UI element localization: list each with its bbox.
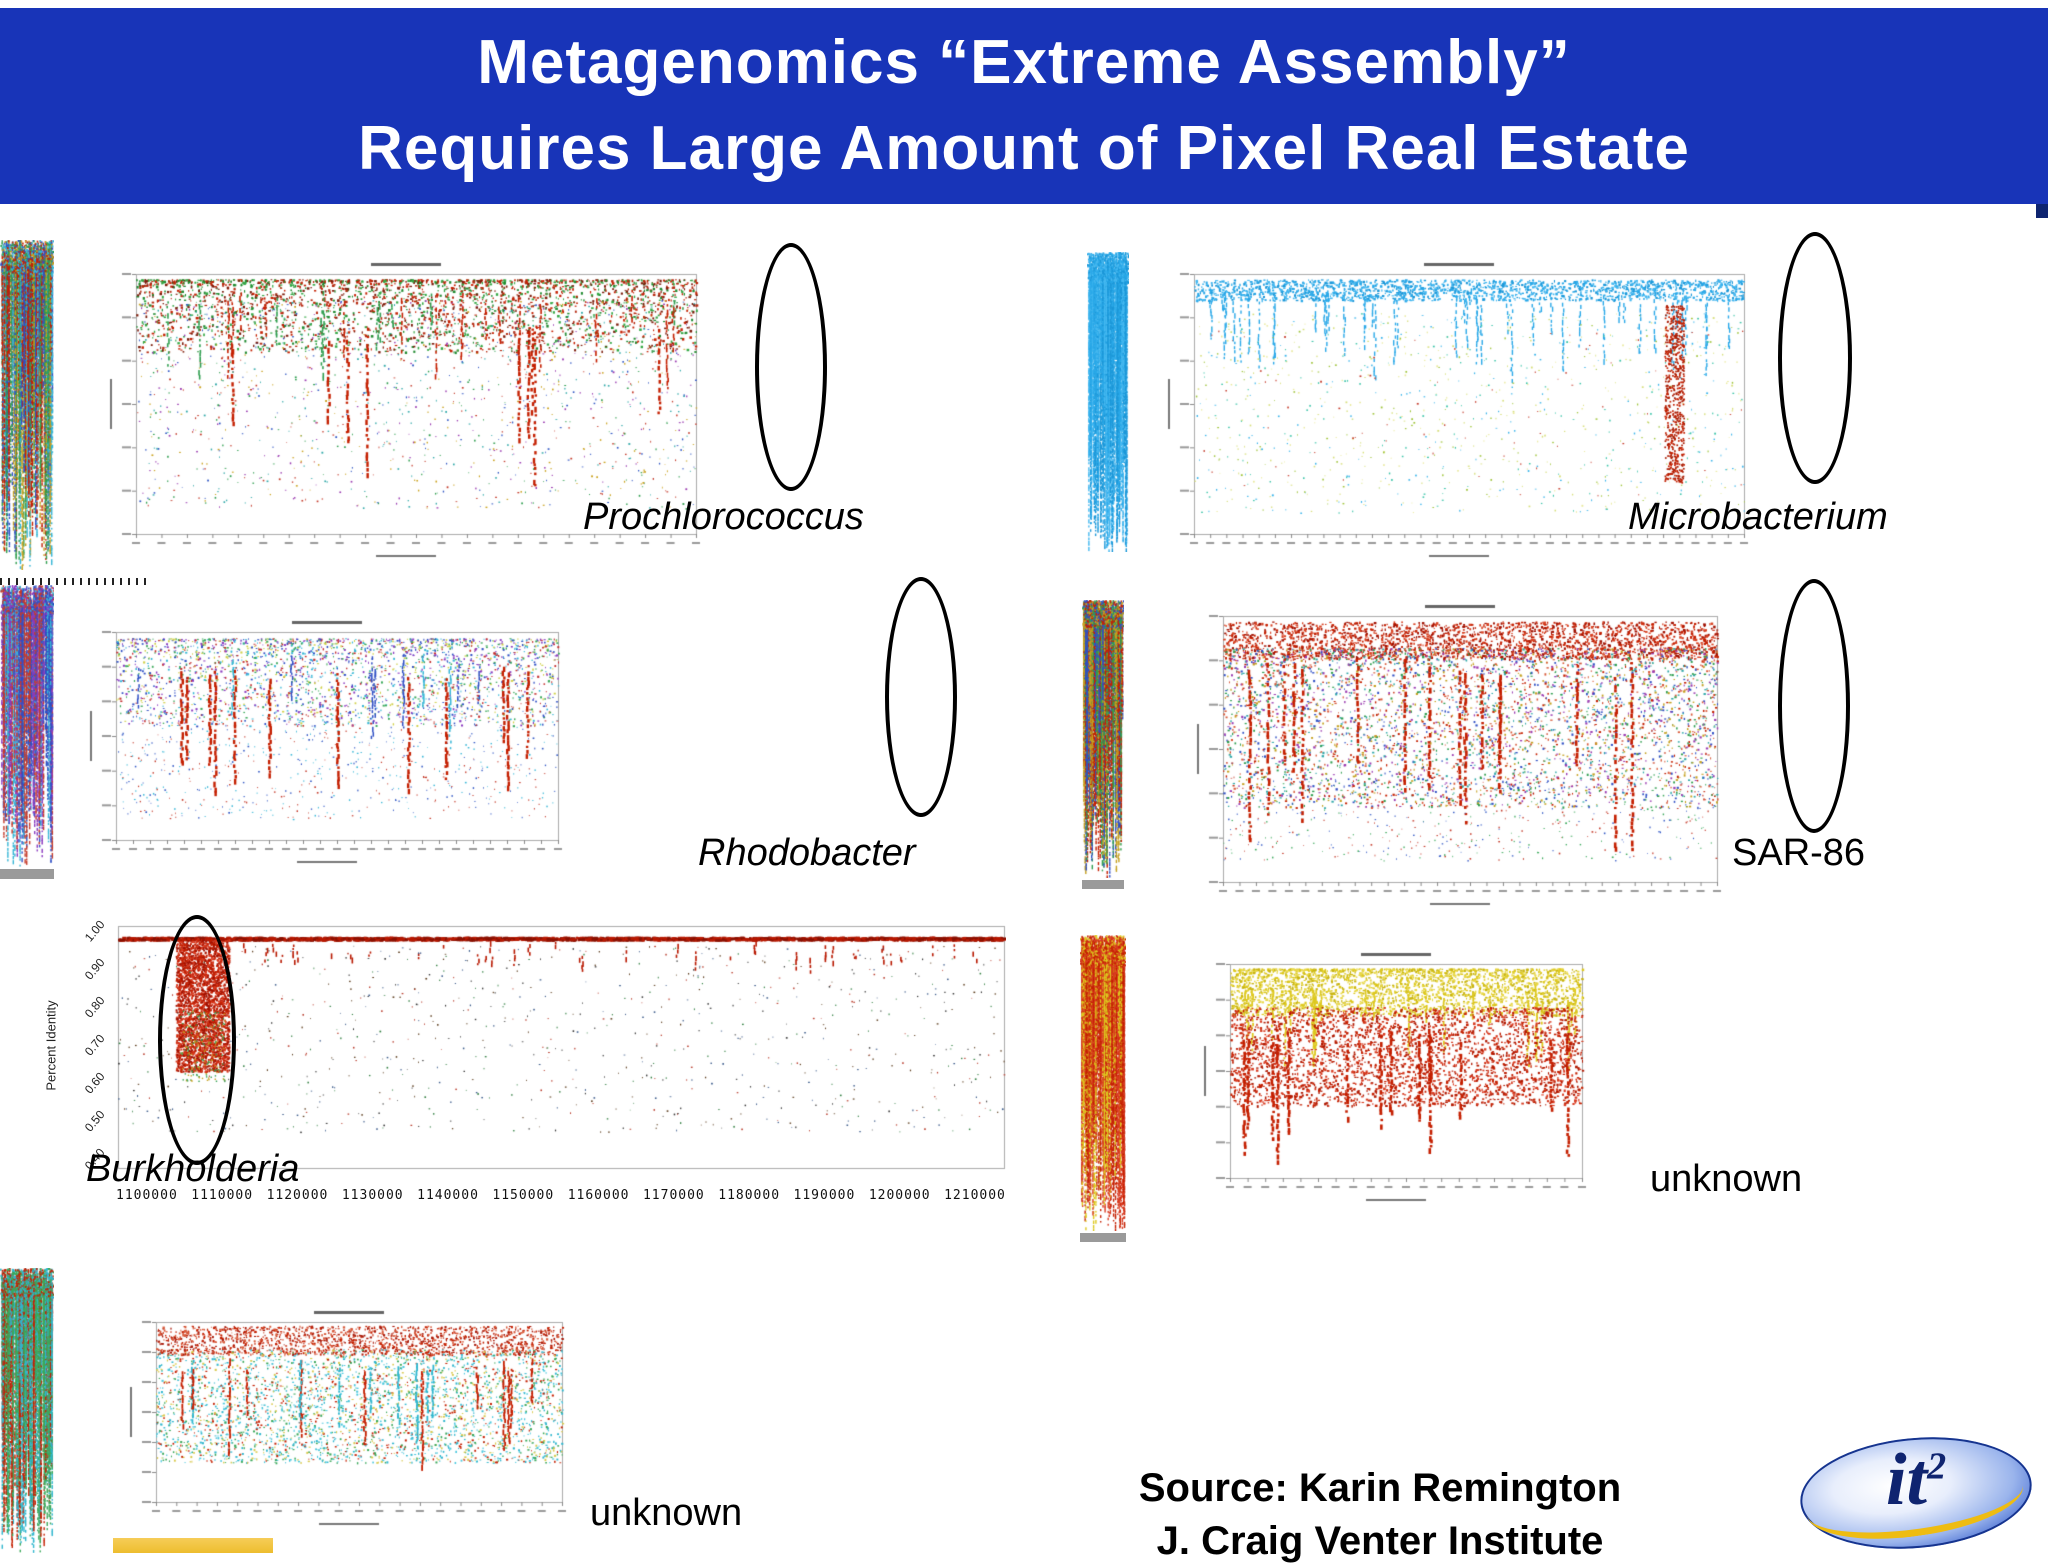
strip-end-bar bbox=[1082, 880, 1124, 889]
strip-end-bar bbox=[1080, 1233, 1126, 1242]
x-tick-label: 1110000 bbox=[191, 1188, 254, 1203]
logo-text: it2 bbox=[1800, 1438, 2032, 1523]
annotation-ellipse-rhodobacter bbox=[885, 577, 957, 817]
genome-strip-rhodobacter bbox=[0, 585, 54, 867]
scatter-plot-prochlorococcus bbox=[106, 258, 706, 560]
label-burkholderia: Burkholderia bbox=[86, 1148, 300, 1190]
source-line1: Source: Karin Remington bbox=[1138, 1466, 1622, 1510]
genome-strip-unknown-right bbox=[1080, 935, 1126, 1231]
label-sar86: SAR-86 bbox=[1732, 832, 1866, 874]
tick-ruler bbox=[0, 578, 150, 585]
highlight-bar bbox=[113, 1538, 273, 1553]
x-tick-label: 1210000 bbox=[944, 1188, 1006, 1203]
x-tick-label: 1130000 bbox=[341, 1188, 404, 1203]
y-tick-label: 0.60 bbox=[81, 1069, 108, 1097]
y-tick-label: 1.00 bbox=[81, 917, 108, 945]
label-prochlorococcus: Prochlorococcus bbox=[583, 496, 864, 538]
annotation-ellipse-microbacterium bbox=[1778, 232, 1852, 484]
annotation-ellipse-prochlorococcus bbox=[755, 243, 827, 491]
strip-end-bar bbox=[0, 869, 54, 879]
genome-strip-microbacterium bbox=[1087, 252, 1129, 552]
source-line2: J. Craig Venter Institute bbox=[1156, 1518, 1604, 1563]
scatter-plot-burkholderia bbox=[116, 924, 1006, 1170]
scatter-plot-unknown-bottom bbox=[126, 1306, 572, 1528]
label-microbacterium: Microbacterium bbox=[1628, 496, 1888, 538]
banner-accent bbox=[2036, 204, 2048, 218]
y-tick-label: 0.90 bbox=[81, 955, 108, 983]
x-tick-label: 1200000 bbox=[868, 1188, 931, 1203]
y-tick-label: 0.50 bbox=[81, 1107, 108, 1135]
genome-strip-unknown-bottom bbox=[0, 1268, 54, 1553]
x-tick-label: 1180000 bbox=[718, 1188, 781, 1203]
genome-strip-prochlorococcus bbox=[0, 240, 54, 570]
x-tick-label: 1170000 bbox=[642, 1188, 705, 1203]
y-tick-label: 0.70 bbox=[81, 1031, 108, 1059]
scatter-plot-sar86 bbox=[1193, 600, 1727, 908]
annotation-ellipse-sar86 bbox=[1778, 579, 1850, 833]
burkholderia-yticks: 1.00 0.90 0.80 0.70 0.60 0.50 0.40 bbox=[64, 918, 110, 1173]
it2-logo: it2 bbox=[1795, 1428, 2037, 1558]
logo-it: it bbox=[1885, 1439, 1928, 1521]
x-tick-label: 1190000 bbox=[793, 1188, 856, 1203]
scatter-plot-microbacterium bbox=[1164, 258, 1754, 560]
annotation-ellipse-burkholderia bbox=[158, 915, 236, 1165]
x-tick-label: 1160000 bbox=[567, 1188, 630, 1203]
scatter-plot-unknown-right bbox=[1200, 948, 1592, 1204]
x-tick-label: 1120000 bbox=[266, 1188, 329, 1203]
slide-title-line1: Metagenomics “Extreme Assembly” bbox=[477, 28, 1571, 97]
y-axis-label: Percent Identity bbox=[43, 1000, 59, 1091]
y-tick-label: 0.80 bbox=[81, 993, 108, 1021]
logo-superscript: 2 bbox=[1927, 1445, 1947, 1488]
slide-title-line2: Requires Large Amount of Pixel Real Esta… bbox=[358, 113, 1690, 183]
title-banner: Metagenomics “Extreme Assembly” Requires… bbox=[0, 8, 2048, 204]
label-unknown-right: unknown bbox=[1650, 1158, 1803, 1200]
x-tick-label: 1100000 bbox=[116, 1188, 178, 1203]
x-tick-label: 1150000 bbox=[492, 1188, 555, 1203]
label-unknown-bottom: unknown bbox=[590, 1492, 743, 1534]
source-credit: Source: Karin Remington J. Craig Venter … bbox=[1080, 1462, 1680, 1568]
label-rhodobacter: Rhodobacter bbox=[698, 832, 916, 874]
x-tick-label: 1140000 bbox=[417, 1188, 479, 1203]
panel-burkholderia: Percent Identity 1.00 0.90 0.80 0.70 0.60 0.5… bbox=[30, 918, 1010, 1240]
burkholderia-xticks: 1100000 1110000 1120000 1130000 1140000 11500… bbox=[116, 1188, 1006, 1203]
genome-strip-sar86 bbox=[1082, 600, 1124, 878]
scatter-plot-rhodobacter bbox=[86, 616, 568, 866]
